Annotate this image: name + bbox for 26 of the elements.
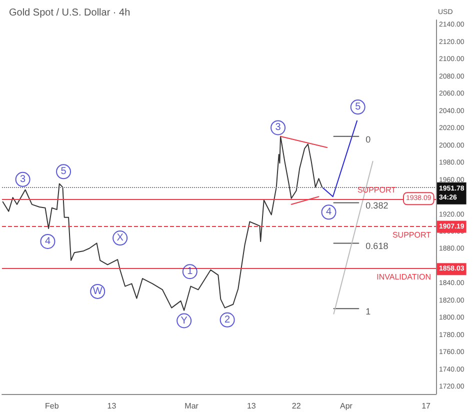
x-tick-label: 13 [246, 402, 256, 410]
annotation: 3 [20, 174, 26, 185]
x-tick-label: Feb [44, 402, 60, 410]
annotation: 4 [326, 206, 332, 218]
series-label: 1 [366, 306, 371, 317]
annotation: 5 [60, 166, 67, 178]
chart-title: Gold Spot / U.S. Dollar · 4h [9, 8, 130, 18]
annotation: Y [180, 315, 188, 326]
x-tick-label: Apr [340, 402, 353, 410]
x-tick-label: 13 [107, 402, 117, 410]
series-label: 0 [366, 134, 371, 144]
series-label: 0.382 [366, 200, 388, 211]
annotation: 4 [44, 236, 51, 247]
ref-line-label: INVALIDATION [376, 272, 432, 282]
annotation: 5 [355, 102, 362, 113]
series-label: 0.618 [366, 241, 388, 252]
annotation: W [92, 286, 103, 297]
x-tick-label: 17 [422, 402, 432, 410]
x-tick-label: 22 [292, 402, 302, 410]
annotation: 3 [275, 122, 282, 134]
ref-line-label: SUPPORT [357, 186, 396, 195]
x-tick-label: Mar [184, 402, 199, 410]
annotation: 1 [187, 266, 194, 278]
annotation: 2 [224, 314, 231, 326]
annotation: X [116, 232, 124, 244]
ref-line-label: SUPPORT [392, 230, 432, 240]
